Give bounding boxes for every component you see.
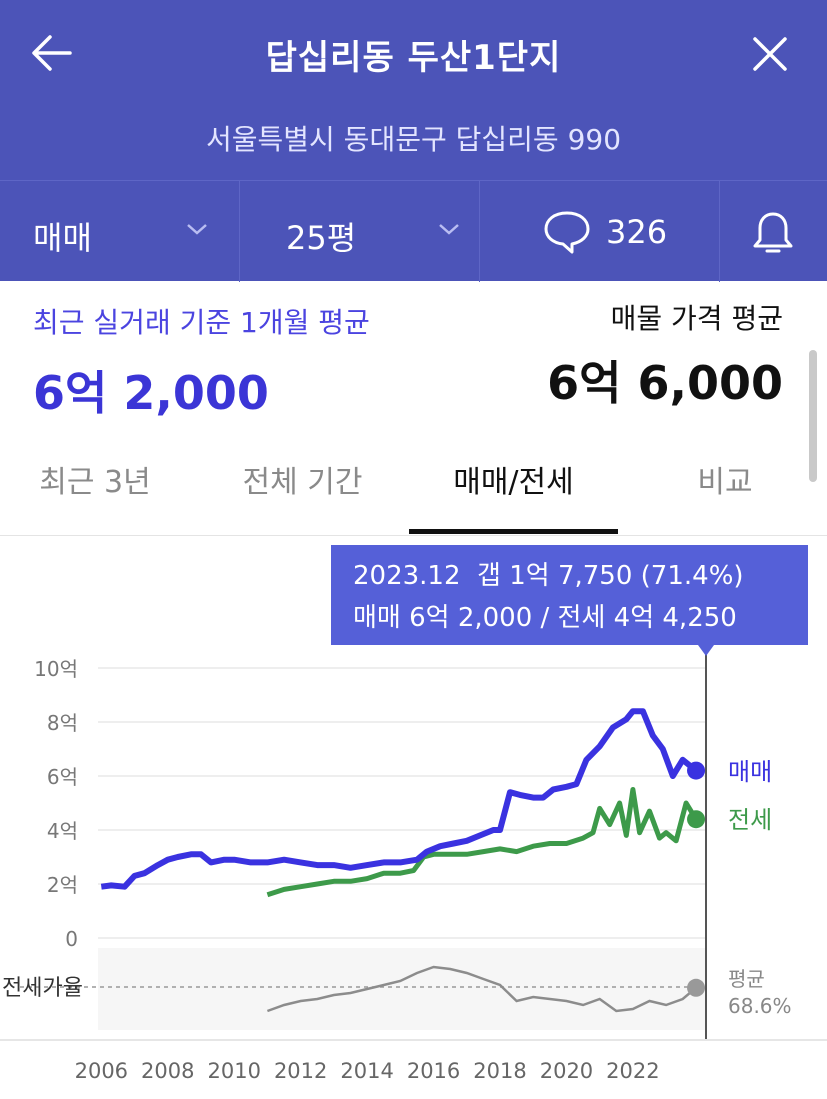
series-line-ratio bbox=[266, 965, 697, 1013]
y-tick-label: 2억 bbox=[47, 873, 78, 897]
tooltip-price-line: 매매 6억 2,000 / 전세 4억 4,250 bbox=[353, 603, 737, 633]
price-summary: 최근 실거래 기준 1개월 평균 6억 2,000 매물 가격 평균 6억 6,… bbox=[0, 281, 827, 431]
x-tick-label: 2018 bbox=[473, 1059, 526, 1083]
listing-price-label: 매물 가격 평균 bbox=[610, 302, 783, 335]
ratio-end-point bbox=[687, 978, 706, 997]
x-axis-ticks: 2006 2008 2010 2012 2014 2016 2018 2020 2022 bbox=[75, 1059, 660, 1083]
chart-bottom-divider bbox=[0, 1039, 827, 1041]
tooltip-gap-line: 2023.12 갭 1억 7,750 (71.4%) bbox=[353, 561, 744, 591]
chart-grid bbox=[98, 667, 706, 939]
x-tick-label: 2020 bbox=[540, 1059, 593, 1083]
y-tick-label: 6억 bbox=[47, 765, 78, 789]
recent-price-label: 최근 실거래 기준 1개월 평균 bbox=[33, 306, 370, 339]
deal-type-label: 매매 bbox=[33, 219, 92, 257]
y-tick-label: 10억 bbox=[34, 657, 78, 681]
ratio-band-background bbox=[98, 948, 706, 1030]
page-title: 답십리동 두산1단지 bbox=[265, 38, 562, 78]
x-tick-label: 2016 bbox=[407, 1059, 460, 1083]
active-tab-indicator bbox=[409, 529, 618, 534]
back-button[interactable] bbox=[22, 24, 82, 84]
chat-bubble-icon bbox=[544, 211, 590, 254]
x-tick-label: 2022 bbox=[606, 1059, 659, 1083]
ratio-average-label: 평균 bbox=[728, 967, 765, 991]
chevron-down-icon bbox=[187, 224, 207, 235]
alarm-button[interactable] bbox=[720, 181, 827, 282]
size-select[interactable]: 25평 bbox=[240, 181, 480, 282]
size-label: 25평 bbox=[286, 219, 357, 257]
jeonse-end-point bbox=[687, 810, 706, 829]
app-header: 답십리동 두산1단지 서울특별시 동대문구 답십리동 990 매매 25평 32… bbox=[0, 0, 827, 282]
y-tick-label: 0 bbox=[65, 927, 78, 951]
series-line-sale bbox=[100, 708, 698, 890]
close-icon bbox=[753, 37, 787, 71]
tab-sale-jeonse[interactable]: 매매/전세 bbox=[453, 465, 574, 500]
comments-button[interactable]: 326 bbox=[480, 181, 720, 282]
deal-type-select[interactable]: 매매 bbox=[0, 181, 240, 282]
x-tick-label: 2012 bbox=[274, 1059, 327, 1083]
x-tick-label: 2014 bbox=[340, 1059, 393, 1083]
x-tick-label: 2008 bbox=[141, 1059, 194, 1083]
recent-price-value: 6억 2,000 bbox=[33, 366, 269, 420]
y-tick-label: 8억 bbox=[47, 711, 78, 735]
chevron-down-icon bbox=[439, 224, 459, 235]
ratio-label: 전세가율 bbox=[2, 976, 83, 1001]
scrollbar[interactable] bbox=[809, 350, 817, 482]
price-chart[interactable]: 0 2억 4억 6억 8억 10억 2006 2008 2010 2012 2014 2016 201… bbox=[0, 640, 827, 1090]
address-text: 서울특별시 동대문구 답십리동 990 bbox=[205, 123, 622, 156]
tab-all-period[interactable]: 전체 기간 bbox=[242, 465, 363, 500]
sale-legend-label: 매매 bbox=[728, 758, 772, 786]
y-tick-label: 4억 bbox=[47, 819, 78, 843]
x-tick-label: 2006 bbox=[75, 1059, 128, 1083]
tab-compare[interactable]: 비교 bbox=[697, 465, 753, 500]
tab-recent-3y[interactable]: 최근 3년 bbox=[39, 465, 151, 500]
listing-price-value: 6억 6,000 bbox=[547, 356, 783, 410]
sale-end-point bbox=[687, 761, 706, 780]
comment-count: 326 bbox=[606, 213, 668, 251]
y-axis-ticks: 0 2억 4억 6억 8억 10억 bbox=[34, 657, 78, 951]
filter-bar: 매매 25평 326 bbox=[0, 180, 827, 282]
series-line-jeonse bbox=[266, 787, 699, 898]
arrow-left-icon bbox=[32, 35, 72, 71]
x-tick-label: 2010 bbox=[207, 1059, 260, 1083]
ratio-average-value: 68.6% bbox=[728, 994, 792, 1018]
jeonse-legend-label: 전세 bbox=[728, 806, 772, 834]
bell-icon bbox=[753, 212, 793, 253]
chart-tabs: 최근 3년 전체 기간 매매/전세 비교 bbox=[0, 445, 827, 536]
close-button[interactable] bbox=[740, 24, 800, 84]
tooltip-pointer bbox=[698, 645, 714, 656]
chart-tooltip: 2023.12 갭 1억 7,750 (71.4%) 매매 6억 2,000 /… bbox=[331, 545, 808, 645]
